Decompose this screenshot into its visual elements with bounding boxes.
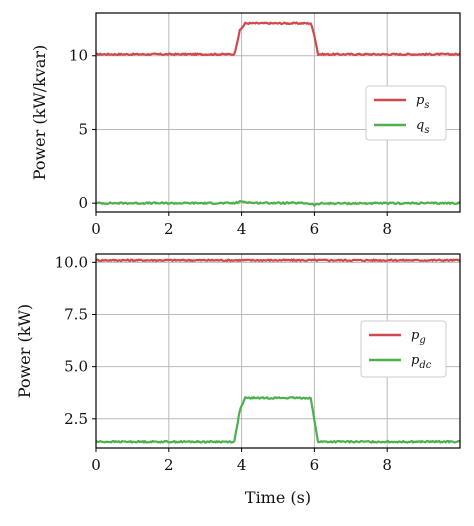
x-tick-label: 8: [382, 456, 392, 474]
series-line-p-dc: [96, 396, 460, 444]
chart-panel-1: 0 2 4 6 8 0 5 10 Power (kW/kvar) ps qs: [30, 12, 461, 238]
y-tick-label: 5.0: [64, 358, 88, 376]
legend-box: [360, 320, 447, 378]
y-tick-label: 0: [78, 194, 88, 212]
y-axis-label: Power (kW): [15, 304, 34, 398]
series-line-q-s: [96, 200, 460, 207]
x-tick-label: 4: [237, 220, 247, 238]
legend-box: [365, 85, 447, 141]
x-tick-label: 0: [91, 456, 101, 474]
x-tick-label: 6: [310, 220, 320, 238]
series-line-p-g: [96, 258, 460, 263]
legend-label: qs: [416, 118, 429, 136]
y-tick-label: 10.0: [55, 253, 88, 271]
y-tick-label: 5: [78, 120, 88, 138]
y-tick-label: 7.5: [64, 305, 88, 323]
legend-label: pdc: [411, 353, 432, 371]
legend: ps qs: [365, 85, 447, 141]
x-tick-label: 6: [310, 456, 320, 474]
y-tick-label: 10: [69, 47, 88, 65]
legend-label: pg: [411, 328, 426, 346]
x-tick-label: 2: [164, 220, 174, 238]
x-axis-label: Time (s): [245, 488, 311, 507]
legend: pg pdc: [360, 320, 447, 378]
x-tick-label: 0: [91, 220, 101, 238]
x-tick-label: 8: [382, 220, 392, 238]
x-tick-label: 4: [237, 456, 247, 474]
y-tick-label: 2.5: [64, 410, 88, 428]
y-axis-label: Power (kW/kvar): [30, 45, 49, 181]
chart-panel-2: 0 2 4 6 8 2.5 5.0 7.5 10.0 Power (kW) Time (s) pg pd…: [15, 253, 461, 507]
legend-label: ps: [416, 93, 429, 111]
plot-frame: [95, 12, 461, 213]
x-tick-label: 2: [164, 456, 174, 474]
plot-frame: [95, 253, 461, 449]
series-line-p-s: [96, 21, 460, 57]
